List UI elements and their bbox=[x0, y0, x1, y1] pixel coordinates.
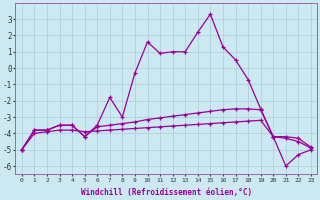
X-axis label: Windchill (Refroidissement éolien,°C): Windchill (Refroidissement éolien,°C) bbox=[81, 188, 252, 197]
